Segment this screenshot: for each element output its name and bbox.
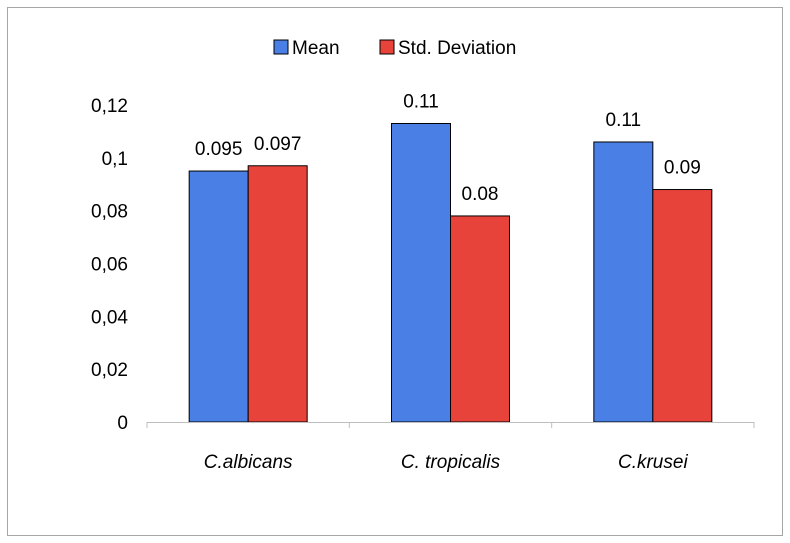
y-tick-label: 0,12 <box>91 96 128 117</box>
bar-mean <box>188 170 249 423</box>
y-tick-label: 0,04 <box>91 307 128 328</box>
category-label: C.albicans <box>204 452 293 473</box>
legend-swatch <box>379 39 395 55</box>
bar-std-deviation <box>247 165 308 423</box>
legend-swatch <box>273 39 289 55</box>
y-tick-label: 0,1 <box>102 149 128 170</box>
y-tick-label: 0 <box>117 413 128 434</box>
bars-group: 0.095 0.097 0.11 0.08 0.11 0.09 <box>188 91 713 423</box>
bar-std-deviation <box>450 215 510 423</box>
y-tick-label: 0,08 <box>91 202 128 223</box>
bar-mean <box>593 141 654 423</box>
legend-label: Mean <box>292 38 340 59</box>
data-label: 0.09 <box>664 158 701 179</box>
chart-legend: Mean Std. Deviation <box>273 38 516 59</box>
data-label: 0.11 <box>606 110 642 131</box>
x-axis: C.albicans C. tropicalis C.krusei <box>146 422 755 473</box>
bar-std-deviation <box>652 189 713 423</box>
data-label: 0.095 <box>195 139 243 160</box>
y-tick-label: 0,06 <box>91 255 128 276</box>
category-label: C.krusei <box>618 452 688 473</box>
bar-mean <box>391 122 451 423</box>
y-axis: 0 0,02 0,04 0,06 0,08 0,1 0,12 <box>91 96 128 434</box>
data-label: 0.08 <box>462 184 499 205</box>
data-label: 0.097 <box>254 134 302 155</box>
data-label: 0.11 <box>403 91 439 112</box>
category-label: C. tropicalis <box>401 452 501 473</box>
legend-label: Std. Deviation <box>398 38 516 59</box>
y-tick-label: 0,02 <box>91 360 128 381</box>
